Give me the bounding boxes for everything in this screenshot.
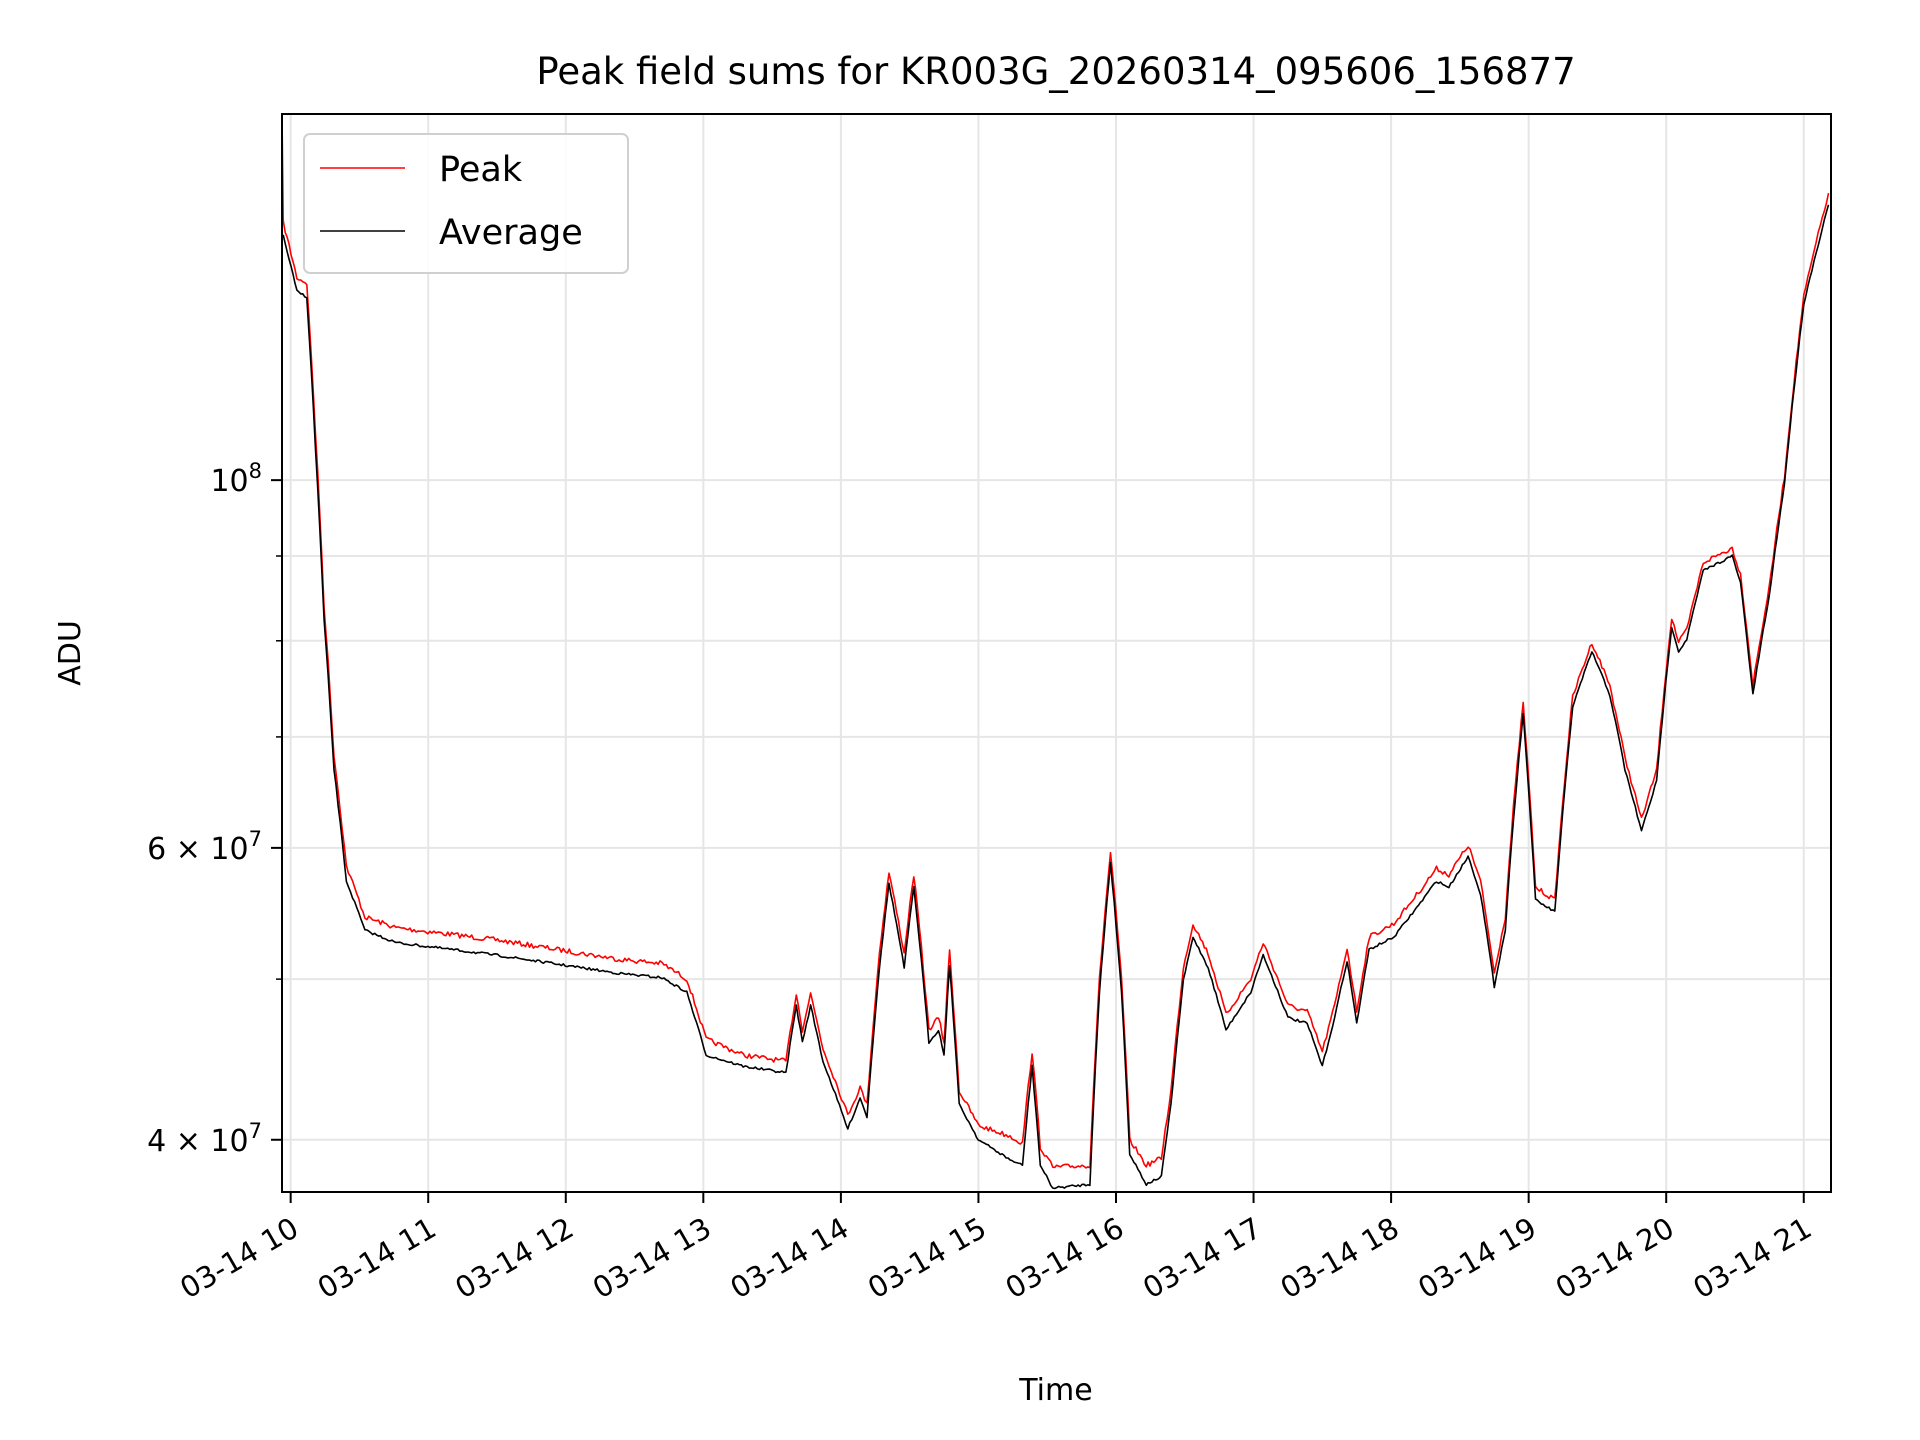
- grid: [282, 114, 1831, 1192]
- x-axis: 03-14 10 03-14 11 03-14 12 03-14 13 03-14 14…: [174, 1192, 1817, 1305]
- x-tick-label: 03-14 21: [1687, 1211, 1817, 1306]
- x-tick-label: 03-14 14: [724, 1211, 854, 1306]
- series-layer: [281, 115, 1830, 1190]
- x-tick-label: 03-14 15: [862, 1211, 992, 1306]
- x-tick-label: 03-14 13: [587, 1211, 717, 1306]
- y-axis: 4 × 107 6 × 107 108: [147, 459, 282, 1159]
- x-tick-label: 03-14 16: [1000, 1211, 1130, 1306]
- y-axis-label: ADU: [53, 620, 88, 686]
- x-tick-label: 03-14 11: [312, 1211, 442, 1306]
- series-line-peak: [281, 115, 1830, 1169]
- x-tick-label: 03-14 18: [1275, 1211, 1405, 1306]
- x-tick-label: 03-14 19: [1412, 1211, 1542, 1306]
- legend-label-average: Average: [439, 213, 583, 253]
- series-line-average: [282, 204, 1830, 1190]
- y-tick-label: 4 × 107: [147, 1119, 262, 1159]
- chart-title: Peak field sums for KR003G_20260314_0956…: [536, 50, 1575, 93]
- x-tick-label: 03-14 12: [449, 1211, 579, 1306]
- plot-frame: [281, 113, 1832, 1193]
- legend-label-peak: Peak: [439, 150, 523, 190]
- y-tick-label: 108: [210, 459, 262, 499]
- x-axis-label: Time: [1018, 1373, 1092, 1408]
- y-tick-label: 6 × 107: [147, 827, 262, 867]
- x-tick-label: 03-14 17: [1137, 1211, 1267, 1306]
- x-tick-label: 03-14 20: [1550, 1211, 1680, 1306]
- x-tick-label: 03-14 10: [174, 1211, 304, 1306]
- legend: Peak Average: [303, 133, 629, 274]
